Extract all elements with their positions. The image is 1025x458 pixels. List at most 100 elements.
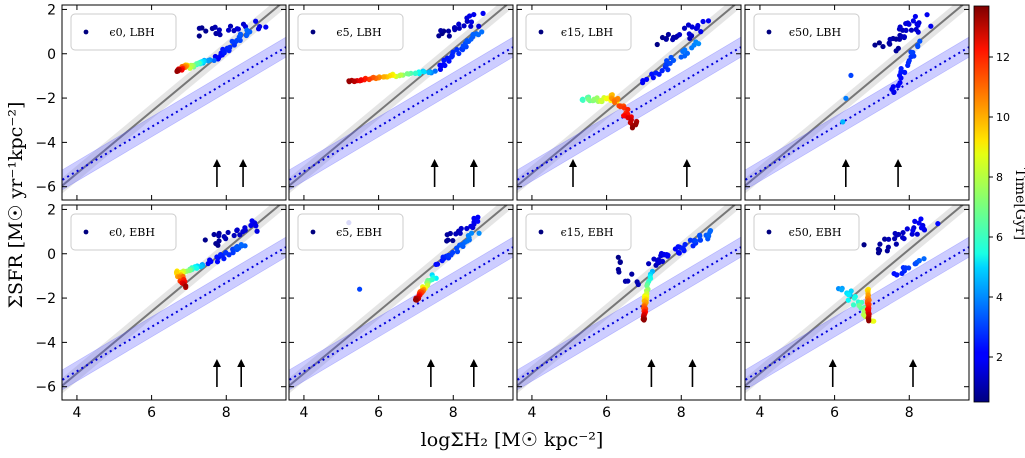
legend-marker	[766, 29, 772, 35]
data-point	[679, 245, 685, 251]
data-point	[665, 31, 672, 38]
data-point	[872, 42, 878, 48]
data-point	[617, 259, 623, 266]
data-point	[249, 218, 255, 224]
colorbar-tick-label: 10	[996, 111, 1010, 124]
data-point	[616, 269, 622, 275]
data-point	[928, 23, 934, 29]
legend-box	[297, 13, 404, 51]
data-point	[183, 283, 189, 289]
data-point	[887, 36, 893, 42]
gray-relation-band	[745, 205, 969, 394]
x-tick-label: 4	[72, 405, 81, 421]
data-point	[242, 225, 248, 231]
data-point	[915, 29, 921, 35]
data-point	[216, 233, 222, 239]
data-point	[480, 10, 486, 17]
data-point	[903, 27, 909, 33]
data-point	[603, 96, 610, 102]
data-point	[893, 241, 899, 247]
data-point	[454, 46, 460, 53]
data-point	[692, 238, 698, 244]
data-point	[686, 31, 692, 37]
panel-frame	[744, 204, 970, 401]
data-point	[897, 80, 903, 86]
data-point	[234, 227, 240, 233]
data-point	[235, 26, 241, 32]
data-point	[871, 318, 877, 324]
data-point	[654, 41, 660, 48]
data-point	[904, 226, 910, 232]
panel-plot-area	[62, 205, 286, 394]
data-point	[698, 29, 704, 35]
data-point	[676, 250, 682, 256]
panel-legend: ϵ5, EBH	[297, 213, 404, 251]
y-tick-label: 0	[47, 247, 56, 263]
data-point	[173, 269, 180, 275]
data-point	[398, 72, 404, 78]
data-point	[450, 237, 456, 244]
y-tick-label: −2	[35, 91, 56, 107]
data-point	[442, 62, 448, 69]
colorbar-tick-label: 8	[996, 171, 1003, 184]
colorbar-title: Time[Gyr]	[1012, 168, 1025, 240]
data-point	[851, 295, 858, 301]
data-point	[464, 225, 470, 232]
data-point	[468, 23, 474, 29]
data-point	[908, 49, 914, 55]
data-point	[194, 265, 200, 271]
data-point	[203, 28, 209, 34]
data-point	[475, 218, 481, 224]
data-point	[464, 38, 470, 44]
data-point	[912, 13, 919, 20]
legend-marker	[766, 229, 772, 235]
colorbar-ticks: 2 4 6 8 10 12	[989, 51, 1010, 364]
legend-label: ϵ50, LBH	[789, 26, 841, 39]
data-point	[426, 69, 432, 75]
x-tick-label: 4	[527, 405, 536, 421]
data-point	[705, 18, 712, 24]
data-point	[705, 231, 712, 238]
data-point	[475, 214, 481, 220]
data-point	[880, 43, 886, 50]
x-tick-label: 8	[449, 405, 458, 421]
colorbar-tick-label: 4	[996, 291, 1003, 304]
data-point	[468, 230, 475, 236]
data-point	[468, 19, 475, 25]
data-point	[447, 230, 453, 237]
panel-plot-area	[289, 205, 513, 394]
panel-frame	[516, 204, 742, 401]
data-point	[456, 50, 462, 57]
data-point	[254, 228, 260, 234]
legend-box	[753, 213, 860, 251]
data-point	[446, 33, 452, 39]
gray-relation-line	[289, 205, 509, 388]
legend-marker	[310, 29, 316, 35]
data-point	[476, 230, 482, 236]
data-point	[629, 125, 636, 131]
panel: ϵ50, LBH	[744, 4, 970, 201]
data-point	[227, 23, 234, 29]
panel-legend: ϵ50, LBH	[753, 13, 860, 51]
data-point	[625, 278, 631, 284]
panel-frame	[61, 204, 287, 401]
data-point	[208, 258, 214, 265]
data-point	[476, 23, 482, 29]
data-point	[617, 104, 623, 110]
panel-plot-area	[62, 5, 286, 194]
data-point	[914, 21, 920, 27]
legend-label: ϵ5, LBH	[336, 26, 381, 39]
data-point	[202, 237, 208, 243]
panel: 4 6 8 ϵ15, EBH	[516, 204, 742, 421]
data-point	[445, 28, 452, 34]
data-point	[580, 97, 586, 103]
data-point	[696, 41, 702, 47]
panel-legend: ϵ50, EBH	[753, 213, 860, 251]
data-point	[615, 254, 621, 260]
data-point	[444, 55, 450, 61]
legend-box	[525, 13, 632, 51]
panel-legend: ϵ5, LBH	[297, 13, 404, 51]
data-point	[894, 272, 900, 278]
colorbar-tick-label: 2	[996, 351, 1003, 364]
